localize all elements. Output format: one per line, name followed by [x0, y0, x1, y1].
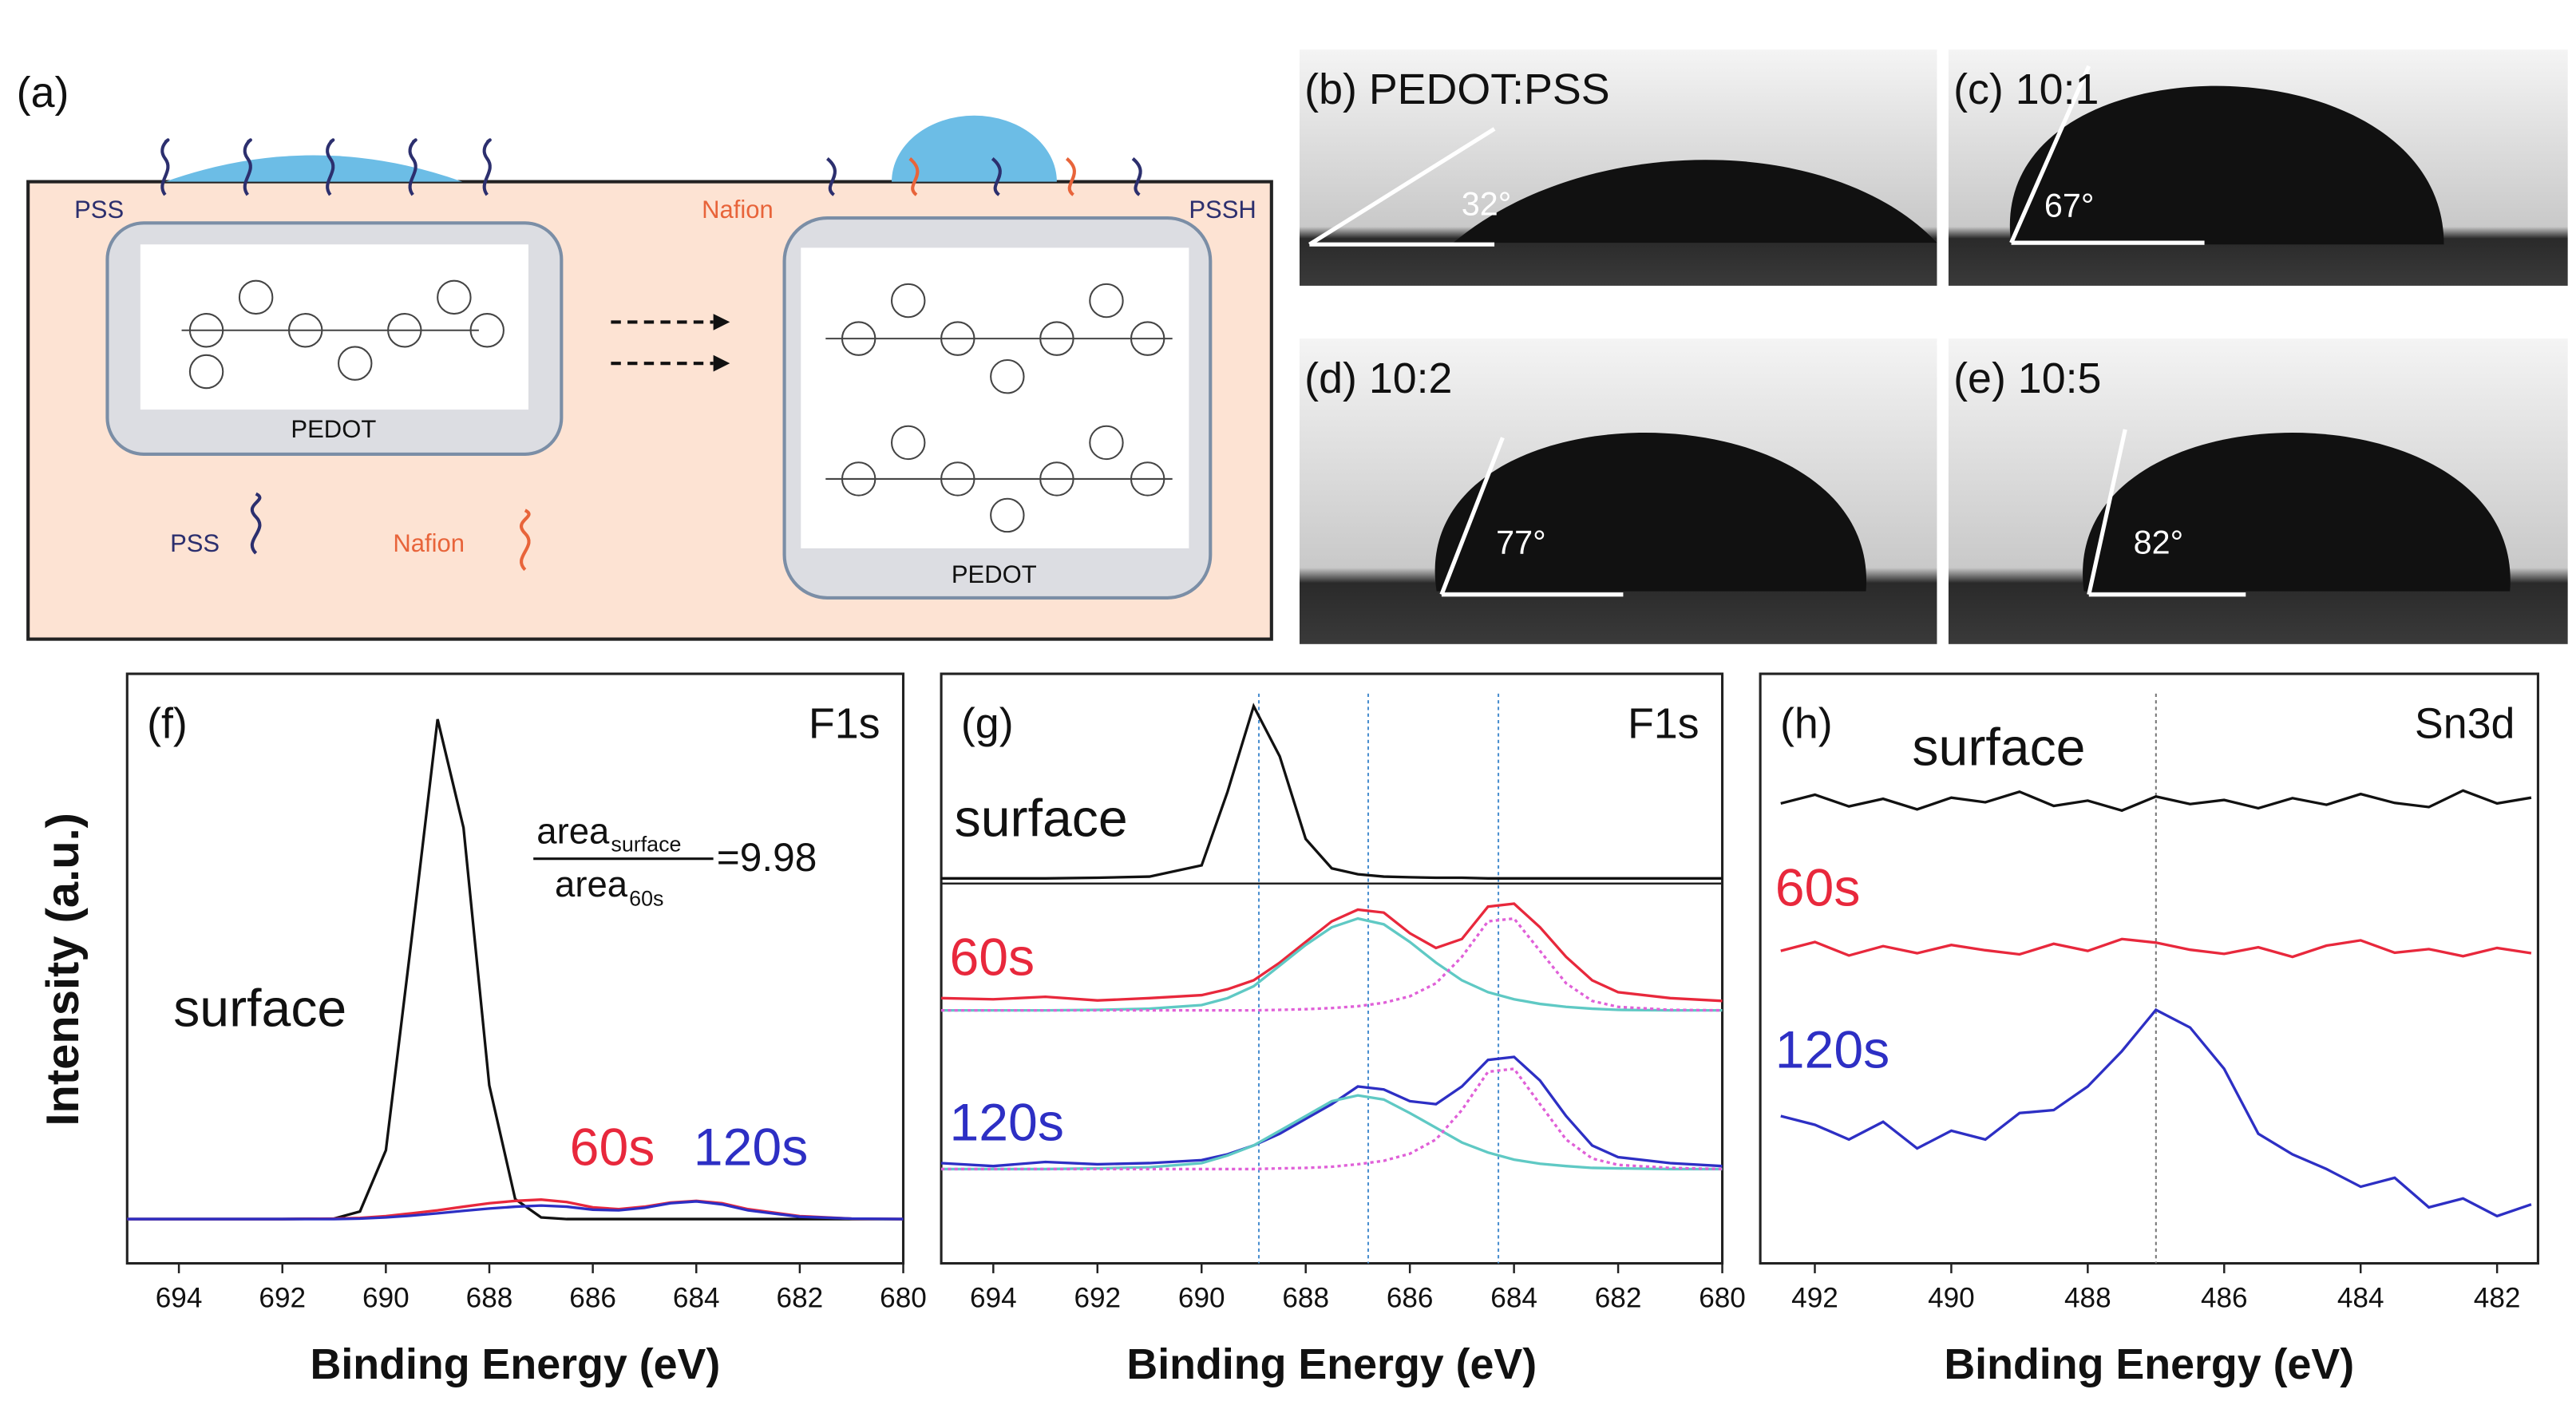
- y-axis-label: Intensity (a.u.): [38, 813, 89, 1126]
- contact-angle: 77°: [1496, 524, 1546, 561]
- x-tick-label: 692: [1074, 1282, 1121, 1313]
- photo-label: (e) 10:5: [1953, 354, 2101, 402]
- x-tick-label: 484: [2337, 1282, 2384, 1313]
- label: PEDOT: [291, 415, 376, 443]
- series-label: 120s: [1775, 1020, 1890, 1079]
- label: PSSH: [1189, 196, 1256, 224]
- chart-title: F1s: [1628, 699, 1700, 747]
- x-tick-label: 680: [880, 1282, 927, 1313]
- series-line: [1780, 789, 2532, 813]
- arrows: [611, 320, 714, 366]
- pedot-molecules: [181, 279, 1173, 533]
- plot-frame: [125, 672, 905, 1265]
- x-tick-label: 690: [362, 1282, 410, 1313]
- droplet: [892, 115, 1057, 182]
- series-label: 60s: [949, 928, 1035, 987]
- label: Nafion: [393, 529, 465, 557]
- angle-line: [2087, 429, 2127, 596]
- angle-line: [1439, 437, 1505, 596]
- annotation: surface: [611, 832, 681, 856]
- droplet: [2083, 433, 2511, 592]
- series-label: 60s: [1775, 859, 1861, 918]
- series-label: surface: [955, 790, 1128, 849]
- x-tick-label: 694: [970, 1282, 1017, 1313]
- x-axis-label: Binding Energy (eV): [1944, 1340, 2354, 1388]
- series-label: 60s: [570, 1118, 655, 1177]
- series-line: [127, 1200, 904, 1221]
- x-tick-label: 488: [2064, 1282, 2111, 1313]
- series-label: 120s: [694, 1118, 809, 1177]
- panel-label: (a): [17, 69, 69, 117]
- label: Nafion: [702, 196, 774, 224]
- x-tick-label: 682: [777, 1282, 824, 1313]
- label: PSS: [74, 196, 124, 224]
- series-line: [941, 1067, 1723, 1171]
- series-line: [941, 1094, 1723, 1171]
- series-line: [941, 1055, 1723, 1168]
- chart-title: Sn3d: [2415, 699, 2515, 747]
- x-tick-label: 692: [259, 1282, 306, 1313]
- pss-chains: [160, 138, 1142, 555]
- x-axis-label: Binding Energy (eV): [311, 1340, 721, 1388]
- x-tick-label: 684: [1490, 1282, 1537, 1313]
- annotation: =9.98: [717, 835, 817, 880]
- nafion-chains: [519, 157, 1076, 572]
- series-line: [941, 916, 1723, 1012]
- x-tick-label: 684: [673, 1282, 720, 1313]
- plot-frame: [940, 672, 1724, 1265]
- series-line: [941, 703, 1723, 880]
- annotation: area: [536, 811, 610, 852]
- angle-line: [2009, 65, 2091, 244]
- series-line: [941, 902, 1723, 1003]
- label: PSS: [170, 529, 220, 557]
- panel-label: (g): [961, 699, 1014, 747]
- label: PEDOT: [952, 560, 1037, 588]
- photo-label: (b) PEDOT:PSS: [1304, 65, 1609, 113]
- photo-label: (d) 10:2: [1304, 354, 1452, 402]
- contact-angle: 82°: [2134, 524, 2184, 561]
- pedot-core: [801, 247, 1189, 548]
- x-tick-label: 686: [569, 1282, 616, 1313]
- x-tick-label: 482: [2474, 1282, 2521, 1313]
- pedot-core: [140, 244, 528, 410]
- series-line: [1780, 1007, 2532, 1218]
- contact-angle: 32°: [1462, 186, 1512, 223]
- angle-line: [1308, 127, 1496, 247]
- x-tick-label: 492: [1791, 1282, 1838, 1313]
- annotation: 60s: [629, 887, 663, 911]
- plot-frame: [1759, 672, 2539, 1265]
- contact-angle: 67°: [2044, 188, 2095, 224]
- x-tick-label: 490: [1928, 1282, 1975, 1313]
- series-label: surface: [1912, 718, 2085, 778]
- series-label: 120s: [949, 1093, 1064, 1152]
- series-line: [1780, 937, 2532, 959]
- annotation: area: [555, 864, 628, 904]
- droplet: [1453, 160, 1937, 243]
- panel-label: (h): [1780, 699, 1833, 747]
- x-tick-label: 688: [466, 1282, 513, 1313]
- series-label: surface: [173, 980, 346, 1039]
- x-tick-label: 690: [1178, 1282, 1225, 1313]
- x-axis-label: Binding Energy (eV): [1126, 1340, 1537, 1388]
- droplet: [2009, 85, 2444, 245]
- panel-label: (f): [147, 699, 188, 747]
- arrowheads: [713, 314, 730, 372]
- x-tick-label: 694: [156, 1282, 203, 1313]
- photo-label: (c) 10:1: [1953, 65, 2099, 113]
- x-tick-label: 686: [1387, 1282, 1434, 1313]
- series-line: [941, 916, 1723, 1012]
- droplet: [1434, 433, 1867, 592]
- photos: (b) PEDOT:PSS 32° (c) 10:1 67° (d) 10:2 77° (e…: [1299, 49, 2568, 644]
- x-tick-label: 680: [1699, 1282, 1746, 1313]
- x-tick-label: 486: [2201, 1282, 2248, 1313]
- charts: 694 692 690 688 686 684 682 680 surface 60s 120s (f…: [125, 672, 2539, 1388]
- x-tick-label: 682: [1595, 1282, 1642, 1313]
- chart-title: F1s: [809, 699, 880, 747]
- droplet: [164, 155, 463, 182]
- x-tick-label: 688: [1282, 1282, 1329, 1313]
